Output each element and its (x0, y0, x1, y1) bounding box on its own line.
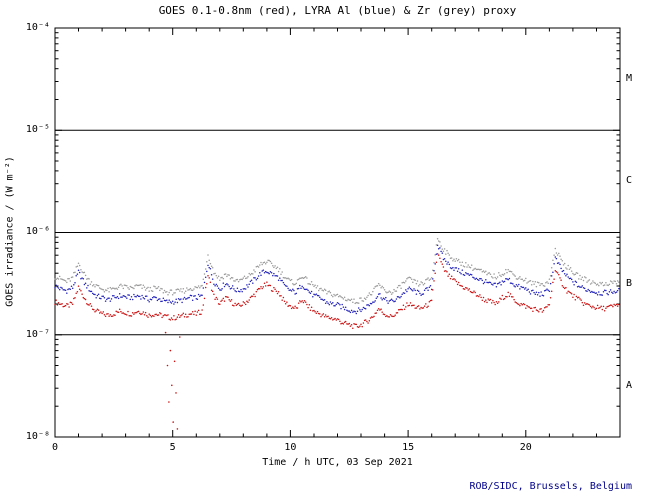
goes-dropout-points (164, 331, 181, 430)
x-tick-label: 0 (51, 442, 59, 453)
x-tick-label: 15 (402, 442, 415, 453)
x-ticks (54, 28, 621, 437)
x-tick-label: 20 (519, 442, 532, 453)
y-tick-label: 10⁻⁷ (25, 329, 50, 340)
chart-title: GOES 0.1-0.8nm (red), LYRA Al (blue) & Z… (158, 4, 517, 17)
x-axis-title: Time / h UTC, 03 Sep 2021 (262, 457, 413, 468)
flare-class-label-a: A (626, 380, 633, 391)
y-tick-label: 10⁻⁸ (25, 431, 50, 442)
flare-class-label-c: C (626, 175, 633, 186)
y-tick-label: 10⁻⁴ (25, 22, 50, 33)
flare-class-label-m: M (626, 73, 633, 84)
series-goes-0.1-0.8nm (54, 253, 620, 330)
y-ticks (55, 27, 620, 438)
credit-text: ROB/SIDC, Brussels, Belgium (469, 481, 632, 492)
x-tick-label: 5 (169, 442, 176, 453)
flare-class-label-b: B (626, 278, 633, 289)
x-tick-label: 10 (284, 442, 297, 453)
y-tick-label: 10⁻⁵ (25, 124, 50, 135)
series-lyra-al-proxy (54, 244, 620, 315)
y-tick-label: 10⁻⁶ (25, 226, 50, 237)
series-lyra-zr-proxy (54, 238, 620, 305)
